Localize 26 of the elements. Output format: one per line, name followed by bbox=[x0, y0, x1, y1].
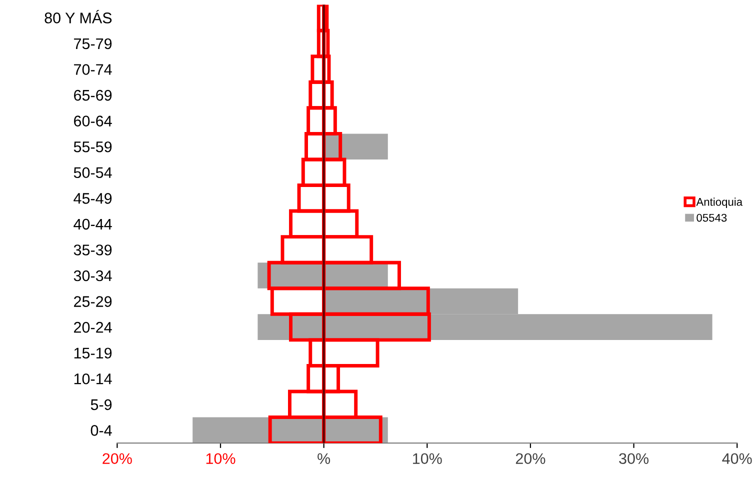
y-tick-label: 60-64 bbox=[74, 116, 112, 126]
legend-label: 05543 bbox=[696, 214, 727, 222]
legend-label: Antioquia bbox=[696, 198, 743, 208]
y-tick-label: 70-74 bbox=[74, 64, 112, 75]
y-tick-label: 50-54 bbox=[74, 167, 112, 178]
y-tick-label: 80 Y MÁS bbox=[44, 10, 112, 24]
x-tick-label: 20% bbox=[516, 453, 546, 464]
y-tick-label: 0-4 bbox=[90, 425, 112, 436]
y-tick-label: 25-29 bbox=[74, 296, 112, 307]
y-tick-label: 15-19 bbox=[74, 348, 112, 359]
y-tick-label: 5-9 bbox=[90, 399, 112, 410]
y-tick-label: 55-59 bbox=[74, 141, 112, 152]
y-tick-label: 40-44 bbox=[74, 218, 112, 230]
x-tick-label: 10% bbox=[413, 453, 442, 464]
y-tick-label: 65-69 bbox=[74, 90, 112, 101]
y-tick-label: 20-24 bbox=[74, 322, 112, 333]
y-tick-label: 35-39 bbox=[74, 244, 112, 256]
x-tick-label: 30% bbox=[619, 453, 649, 464]
y-tick-label: 75-79 bbox=[74, 38, 112, 50]
x-tick-label: 20% bbox=[102, 453, 132, 464]
y-tick-label: 45-49 bbox=[74, 193, 112, 204]
y-tick-label: 30-34 bbox=[74, 270, 112, 282]
x-tick-label: 40% bbox=[722, 453, 752, 464]
x-tick-label: 10% bbox=[206, 453, 236, 464]
y-tick-label: 10-14 bbox=[74, 373, 112, 384]
x-tick-label: % bbox=[318, 453, 330, 464]
